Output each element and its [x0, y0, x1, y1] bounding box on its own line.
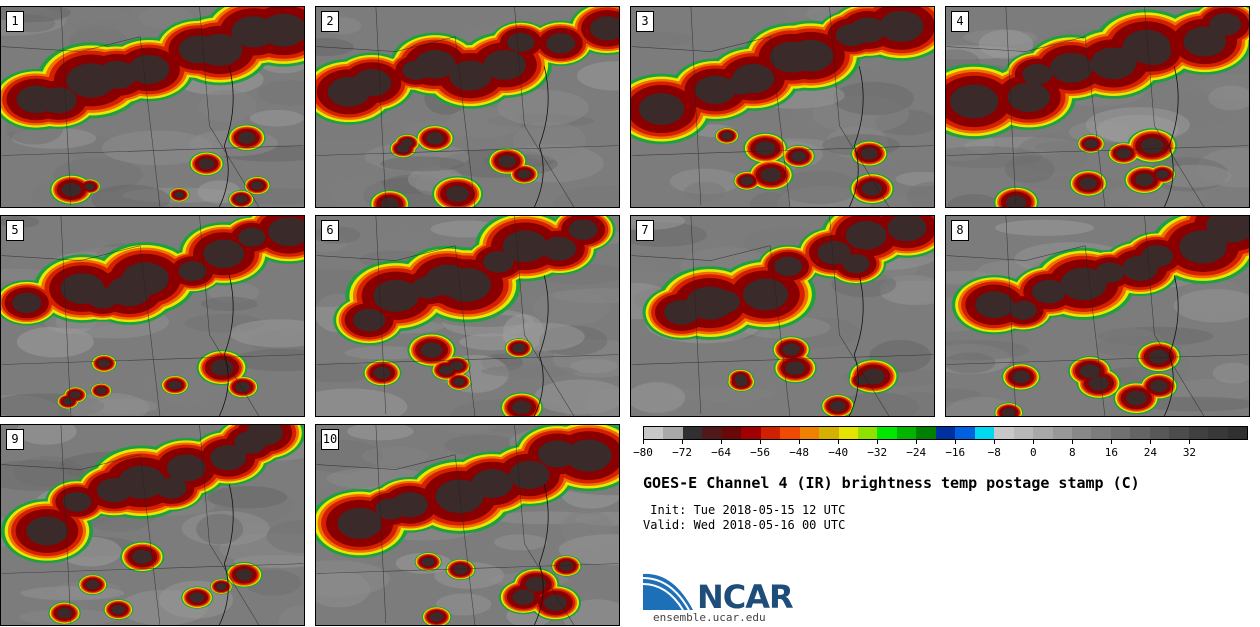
figure-title: GOES-E Channel 4 (IR) brightness temp po…: [643, 474, 1140, 492]
panel-number: 6: [321, 220, 339, 241]
colorbar-swatch: [1149, 427, 1170, 439]
colorbar-tick-mark: [1072, 440, 1074, 444]
colorbar-tick-mark: [1111, 440, 1113, 444]
postage-stamp-panel: 5: [0, 215, 305, 417]
colorbar-swatch: [1071, 427, 1092, 439]
colorbar-tick-label: 32: [1182, 446, 1197, 459]
ir-satellite-map: [316, 425, 619, 625]
ir-satellite-map: [946, 216, 1249, 416]
colorbar-swatch: [838, 427, 858, 439]
colorbar-swatch: [819, 427, 839, 439]
colorbar-swatch: [974, 427, 995, 439]
colorbar-tick-mark: [721, 440, 723, 444]
colorbar-swatch: [663, 427, 683, 439]
ir-satellite-map: [631, 216, 934, 416]
colorbar-tick-mark: [760, 440, 762, 444]
panel-number: 2: [321, 11, 339, 32]
colorbar-tick-mark: [1033, 440, 1035, 444]
colorbar-swatch: [1208, 427, 1228, 439]
panel-number: 3: [636, 11, 654, 32]
colorbar-tick-label: −80: [633, 446, 653, 459]
ir-satellite-map: [631, 7, 934, 207]
colorbar-tick-label: −24: [906, 446, 927, 459]
colorbar-swatch: [1052, 427, 1072, 439]
postage-stamp-panel: 6: [315, 215, 620, 417]
logo-wordmark: NCAR: [697, 578, 794, 616]
temperature-colorbar: [643, 426, 1248, 440]
colorbar-tick-label: −8: [987, 446, 1001, 459]
colorbar-swatch: [955, 427, 975, 439]
colorbar-tick-label: −48: [789, 446, 810, 459]
panel-number: 1: [6, 11, 24, 32]
colorbar-tick-label: −56: [750, 446, 771, 459]
colorbar-swatch: [877, 427, 897, 439]
colorbar-tick-mark: [1150, 440, 1152, 444]
colorbar-tick-label: −32: [867, 446, 888, 459]
panel-number: 7: [636, 220, 654, 241]
colorbar-swatch: [1227, 427, 1248, 439]
colorbar-tick-label: 8: [1069, 446, 1076, 459]
colorbar-swatch: [1130, 427, 1150, 439]
postage-stamp-panel: 1: [0, 6, 305, 208]
postage-stamp-panel: 4: [945, 6, 1250, 208]
colorbar-swatch: [1169, 427, 1189, 439]
panel-number: 10: [321, 429, 339, 450]
postage-stamp-panel: 2: [315, 6, 620, 208]
colorbar-swatch: [799, 427, 820, 439]
logo-url: ensemble.ucar.edu: [653, 611, 766, 624]
colorbar-swatch: [916, 427, 936, 439]
valid-time: Valid: Wed 2018-05-16 00 UTC: [643, 518, 846, 532]
panel-number: 8: [951, 220, 969, 241]
ir-satellite-map: [1, 7, 304, 207]
ncar-logo-icon: [643, 573, 693, 611]
colorbar-swatch: [644, 427, 664, 439]
init-time: Init: Tue 2018-05-15 12 UTC: [643, 503, 846, 517]
colorbar-swatch: [741, 427, 761, 439]
colorbar-swatch: [1110, 427, 1131, 439]
colorbar-swatch: [1013, 427, 1034, 439]
colorbar-swatch: [857, 427, 878, 439]
ir-satellite-map: [316, 216, 619, 416]
colorbar-swatch: [1033, 427, 1053, 439]
ir-satellite-map: [946, 7, 1249, 207]
colorbar-swatch: [760, 427, 781, 439]
colorbar-tick-mark: [682, 440, 684, 444]
colorbar-tick-mark: [877, 440, 879, 444]
colorbar-tick-mark: [838, 440, 840, 444]
postage-stamp-panel: 9: [0, 424, 305, 626]
panel-number: 9: [6, 429, 24, 450]
ir-satellite-map: [316, 7, 619, 207]
colorbar-tick-label: 24: [1143, 446, 1158, 459]
postage-stamp-panel: 10: [315, 424, 620, 626]
colorbar-swatch: [896, 427, 917, 439]
colorbar-tick-label: −40: [828, 446, 849, 459]
colorbar-swatch: [1091, 427, 1111, 439]
colorbar-tick-mark: [916, 440, 918, 444]
colorbar-tick-mark: [955, 440, 957, 444]
colorbar-tick-label: 16: [1104, 446, 1118, 459]
colorbar-tick-mark: [799, 440, 801, 444]
colorbar-swatch: [721, 427, 742, 439]
colorbar-tick-label: −64: [711, 446, 731, 459]
panel-number: 4: [951, 11, 969, 32]
postage-stamp-panel: 3: [630, 6, 935, 208]
colorbar-tick-label: 0: [1030, 446, 1037, 459]
colorbar-swatch: [1188, 427, 1209, 439]
colorbar-swatch: [994, 427, 1014, 439]
colorbar-tick-label: −72: [672, 446, 692, 459]
panel-number: 5: [6, 220, 24, 241]
colorbar-swatch: [780, 427, 800, 439]
colorbar-swatch: [702, 427, 722, 439]
colorbar-tick-label: −16: [945, 446, 966, 459]
postage-stamp-panel: 8: [945, 215, 1250, 417]
colorbar-tick-mark: [1189, 440, 1191, 444]
colorbar-tick-mark: [994, 440, 996, 444]
colorbar-tick-mark: [643, 440, 644, 444]
colorbar-swatch: [682, 427, 703, 439]
ir-satellite-map: [1, 216, 304, 416]
ir-satellite-map: [1, 425, 304, 625]
colorbar-swatch: [935, 427, 956, 439]
postage-stamp-panel: 7: [630, 215, 935, 417]
